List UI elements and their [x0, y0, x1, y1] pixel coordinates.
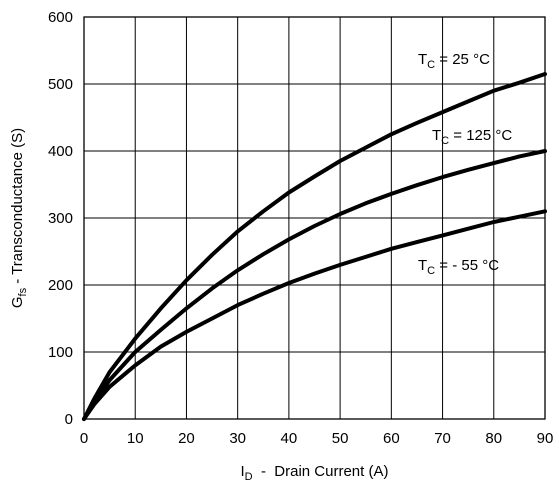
x-tick-label: 20 — [178, 430, 195, 447]
y-tick-label: 400 — [48, 143, 73, 160]
y-tick-label: 300 — [48, 210, 73, 227]
series-line-2 — [82, 209, 547, 421]
x-tick-labels: 0 10 20 30 40 50 60 70 80 90 — [80, 430, 554, 447]
x-tick-label: 50 — [332, 430, 349, 447]
plot-frame — [83, 16, 546, 420]
y-tick-labels: 0 100 200 300 400 500 600 — [48, 9, 73, 428]
x-tick-label: 40 — [281, 430, 298, 447]
series-line-0 — [82, 72, 547, 421]
series-label-125c: TC = 125 °C — [432, 127, 512, 147]
x-tick-label: 30 — [229, 430, 246, 447]
x-tick-label: 80 — [485, 430, 502, 447]
series-line-1 — [82, 149, 547, 421]
x-axis-label: ID - Drain Current (A) — [241, 463, 389, 483]
y-tick-label: 500 — [48, 76, 73, 93]
y-axis-label: Gfs - Transconductance (S) — [9, 128, 29, 308]
x-tick-label: 0 — [80, 430, 88, 447]
y-tick-label: 100 — [48, 344, 73, 361]
x-tick-label: 90 — [537, 430, 554, 447]
series-label-minus55c: TC = - 55 °C — [418, 257, 499, 277]
x-tick-label: 60 — [383, 430, 400, 447]
y-tick-label: 0 — [65, 411, 73, 428]
series-label-25c: TC = 25 °C — [418, 51, 490, 71]
x-tick-label: 70 — [434, 430, 451, 447]
y-tick-label: 600 — [48, 9, 73, 26]
y-tick-label: 200 — [48, 277, 73, 294]
x-tick-label: 10 — [127, 430, 144, 447]
grid — [84, 17, 545, 419]
series-lines — [82, 72, 547, 421]
